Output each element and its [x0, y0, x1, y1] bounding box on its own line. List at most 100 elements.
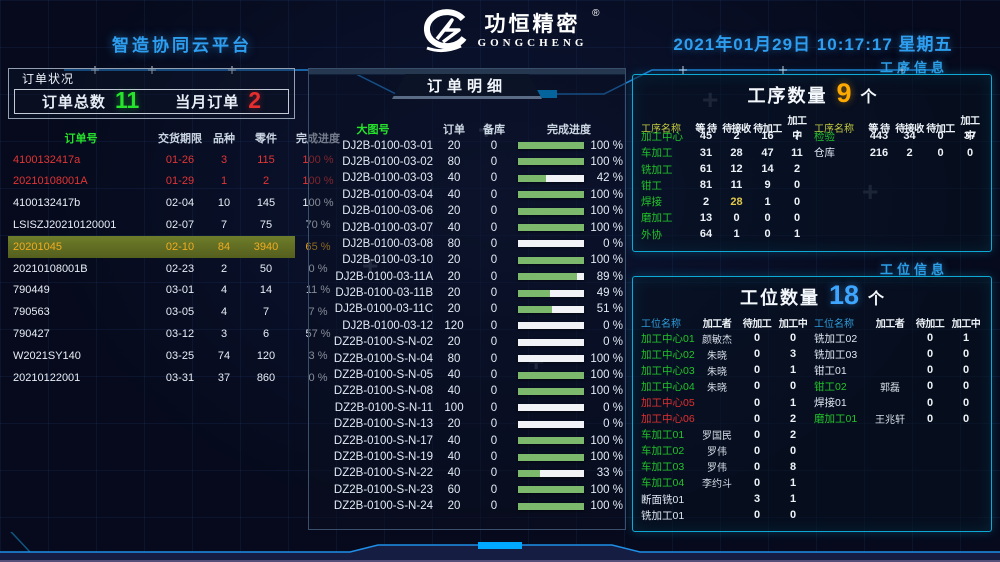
station-name: 加工中心02: [641, 348, 695, 361]
stock-qty: 0: [490, 303, 498, 316]
order-qty: 20: [447, 205, 461, 218]
footer-decoration: [0, 532, 1000, 562]
progress-bar: [513, 158, 585, 166]
datetime-display: 2021年01月29日 10:17:17 星期五: [673, 35, 953, 54]
process-value: 0: [793, 179, 801, 192]
order-row[interactable]: 4100132417a 01-26 3 115 100 %: [8, 149, 334, 171]
process-value: 64: [699, 228, 713, 241]
worker-name: 朱晓: [707, 382, 727, 394]
working-count: 0: [962, 348, 970, 361]
order-row[interactable]: 790449 03-01 4 14 11 %: [8, 280, 330, 302]
order-detail-row: DZ2B-0100-S-N-02 20 0 0 %: [313, 334, 623, 350]
process-value: 2: [906, 146, 913, 159]
process-value: 81: [699, 179, 713, 192]
order-row[interactable]: 20201045 02-10 84 3940 65 %: [8, 235, 331, 258]
parts-count: 75: [259, 219, 273, 232]
progress-bar-track: [518, 273, 584, 281]
process-info-tab: 工序信息: [880, 60, 949, 75]
column-header: 工位名称: [814, 318, 854, 330]
progress-bar: [513, 322, 585, 330]
progress-bar-track: [518, 240, 584, 248]
progress-bar-track: [518, 158, 584, 166]
progress-percent: 0 %: [603, 418, 623, 431]
drawing-number: DJ2B-0100-03-01: [342, 139, 433, 152]
station-name: 加工中心04: [641, 380, 695, 393]
process-count-title: 工序数量 9 个: [633, 79, 991, 108]
order-detail-row: DJ2B-0100-03-02 80 0 100 %: [313, 154, 623, 170]
parts-count: 860: [256, 371, 276, 384]
due-date: 03-31: [165, 371, 195, 384]
process-value: 37: [963, 130, 977, 143]
column-header: 交货期限: [158, 132, 202, 145]
station-name: 车加工03: [641, 461, 685, 474]
variety-count: 84: [217, 240, 231, 253]
station-name: 车加工01: [641, 429, 685, 442]
progress-bar-fill: [518, 273, 577, 281]
station-row: 加工中心03 朱晓 0 1: [639, 362, 812, 378]
progress-bar: [513, 191, 585, 199]
station-row: 车加工02 罗伟 0 0: [639, 443, 812, 459]
progress-bar: [513, 224, 585, 232]
progress-percent: 100 %: [590, 369, 623, 382]
order-row[interactable]: 790427 03-12 3 6 57 %: [8, 323, 331, 345]
progress-percent: 0 %: [603, 319, 623, 332]
column-header: 订单: [443, 124, 465, 137]
worker-name: 朱晓: [707, 366, 727, 378]
process-name: 铣加工: [641, 163, 673, 176]
order-row[interactable]: W2021SY140 03-25 74 120 3 %: [8, 345, 327, 367]
column-header: 待加工: [742, 318, 772, 330]
order-detail-row: DZ2B-0100-S-N-22 40 0 33 %: [313, 465, 623, 481]
working-count: 2: [789, 428, 797, 441]
process-value: 45: [699, 130, 713, 143]
progress-bar-fill: [518, 158, 584, 166]
stock-qty: 0: [490, 401, 498, 414]
station-name: 磨加工01: [814, 413, 858, 426]
process-value: 16: [761, 130, 774, 143]
waiting-count: 0: [926, 332, 934, 345]
order-number: 790563: [13, 306, 50, 319]
column-header: 待加工: [926, 123, 955, 135]
order-row[interactable]: 4100132417b 02-04 10 145 100 %: [8, 192, 334, 214]
process-row: 加工中心 45 2 16 7: [639, 128, 812, 144]
order-row[interactable]: 20210122001 03-31 37 860 0 %: [8, 367, 327, 389]
progress-value: 100 %: [302, 175, 334, 188]
progress-bar: [513, 486, 585, 494]
stock-qty: 0: [490, 155, 498, 168]
progress-bar-track: [518, 437, 584, 445]
stock-qty: 0: [490, 451, 498, 463]
working-count: 0: [962, 396, 970, 409]
process-value: 1: [764, 195, 771, 208]
order-detail-row: DJ2B-0100-03-04 40 0 100 %: [313, 187, 623, 203]
progress-bar-track: [518, 191, 584, 199]
order-detail-header-row: 大图号 订单 备库 完成进度: [313, 121, 621, 137]
order-qty: 40: [447, 434, 461, 447]
progress-bar: [513, 437, 585, 445]
process-value: 12: [730, 163, 743, 176]
order-qty: 100: [444, 401, 464, 414]
process-info-panel: 工序数量 9 个 工序名称等 待待接收 待加工 加工中 加工中心 45 2 16 7 车加工 31…: [632, 74, 992, 252]
station-row: 车加工04 李约斗 0 1: [639, 475, 812, 491]
progress-percent: 100 %: [590, 221, 623, 234]
station-count-value: 18: [828, 279, 860, 310]
progress-bar-fill: [518, 453, 584, 461]
stock-qty: 0: [490, 352, 498, 365]
station-row: 加工中心02 朱晓 0 3: [639, 346, 812, 362]
process-name: 外协: [641, 228, 662, 241]
order-detail-row: DJ2B-0100-03-10 20 0 100 %: [313, 252, 623, 268]
order-row[interactable]: 20210108001B 02-23 2 50 0 %: [8, 258, 327, 280]
order-month-value: 2: [248, 86, 262, 113]
variety-count: 74: [217, 349, 231, 362]
order-row[interactable]: 20210108001A 01-29 1 2 100 %: [8, 171, 334, 193]
station-row: 车加工01 罗国民 0 2: [639, 427, 812, 443]
process-header-row: 工序名称 等 待待接收 待加工 加工中: [639, 112, 812, 142]
column-header: 加工中: [787, 116, 808, 142]
order-qty: 20: [447, 139, 461, 152]
process-value: 13: [699, 211, 713, 224]
station-count-title: 工位数量 18 个: [633, 279, 991, 310]
order-row[interactable]: 790563 03-05 4 7 7 %: [8, 301, 327, 323]
order-row[interactable]: LSISZJ20210120001 02-07 7 75 70 %: [8, 214, 331, 236]
process-value: 34: [903, 130, 916, 143]
waiting-count: 0: [753, 428, 761, 441]
process-row: 钳工 81 11 9 0: [639, 177, 812, 193]
order-status-header-box: 订单状况 订单总数 11 当月订单 2: [8, 68, 295, 119]
